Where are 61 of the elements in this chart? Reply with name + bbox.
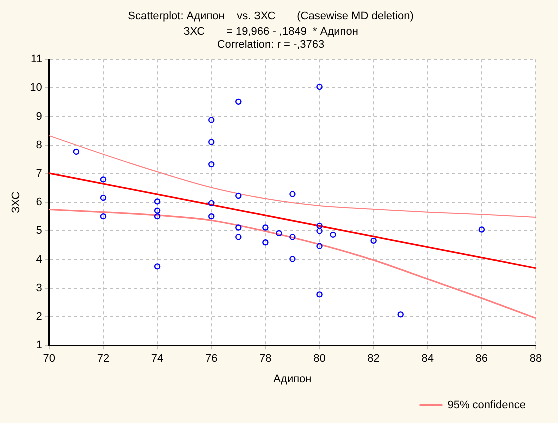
point xyxy=(236,192,242,200)
line-series xyxy=(49,135,536,218)
point xyxy=(236,234,242,240)
point xyxy=(398,312,404,318)
point xyxy=(100,214,107,220)
text: Correlation: r = -,3763 xyxy=(217,39,325,52)
y-tick-label: 1 xyxy=(36,340,42,352)
y-tick-label: 7 xyxy=(36,168,42,180)
y-tick-label: 3 xyxy=(36,282,42,294)
point xyxy=(154,214,161,220)
x-tick-label: 74 xyxy=(151,353,164,366)
x-tick-label: 78 xyxy=(260,353,272,366)
point xyxy=(290,191,296,198)
point xyxy=(330,232,336,238)
x-tick-label: 76 xyxy=(206,353,218,366)
y-tick-label: 11 xyxy=(31,54,42,66)
point xyxy=(208,214,215,220)
y-tick-label: 8 xyxy=(36,139,42,152)
point xyxy=(73,148,80,156)
point xyxy=(154,264,161,270)
y-tick-label: 10 xyxy=(30,82,42,94)
point xyxy=(316,222,323,230)
point xyxy=(236,98,242,106)
point xyxy=(316,228,323,234)
point xyxy=(154,198,161,205)
y-axis-title: ЗХС xyxy=(10,192,23,214)
point xyxy=(290,256,296,262)
point xyxy=(478,226,486,233)
point xyxy=(100,194,107,202)
x-tick-label: 70 xyxy=(43,353,56,366)
point xyxy=(316,292,323,298)
point xyxy=(370,238,377,244)
x-axis-title: Адипон xyxy=(274,373,312,386)
x-tick-label: 72 xyxy=(97,353,110,366)
point xyxy=(208,139,215,146)
point xyxy=(154,208,161,214)
point xyxy=(262,224,269,231)
point xyxy=(208,161,215,168)
y-tick-label: 5 xyxy=(36,225,42,238)
point xyxy=(276,230,282,237)
point xyxy=(208,200,215,207)
line-series xyxy=(49,208,536,320)
legend-label: 95% confidence xyxy=(448,400,526,412)
x-tick-label: 82 xyxy=(368,353,380,366)
point xyxy=(208,117,215,124)
y-tick-label: 4 xyxy=(36,254,42,266)
x-tick-label: 86 xyxy=(476,353,488,366)
y-tick-label: 2 xyxy=(36,311,42,324)
chart-title: Scatterplot: Адипон vs. ЗХС (Casewise MD deletion) xyxy=(128,10,414,23)
y-tick-label: 9 xyxy=(36,110,42,123)
x-tick-label: 88 xyxy=(530,353,542,366)
x-tick-label: 84 xyxy=(422,353,434,366)
point xyxy=(100,176,107,183)
point xyxy=(262,240,269,246)
chart-subtitle: ЗХС = 19,966 - ,1849 * Адипон xyxy=(184,26,358,38)
point xyxy=(236,224,242,231)
point xyxy=(316,243,323,250)
y-tick-label: 6 xyxy=(36,196,42,209)
point xyxy=(316,84,323,90)
point xyxy=(290,234,296,240)
x-tick-label: 80 xyxy=(314,353,326,366)
